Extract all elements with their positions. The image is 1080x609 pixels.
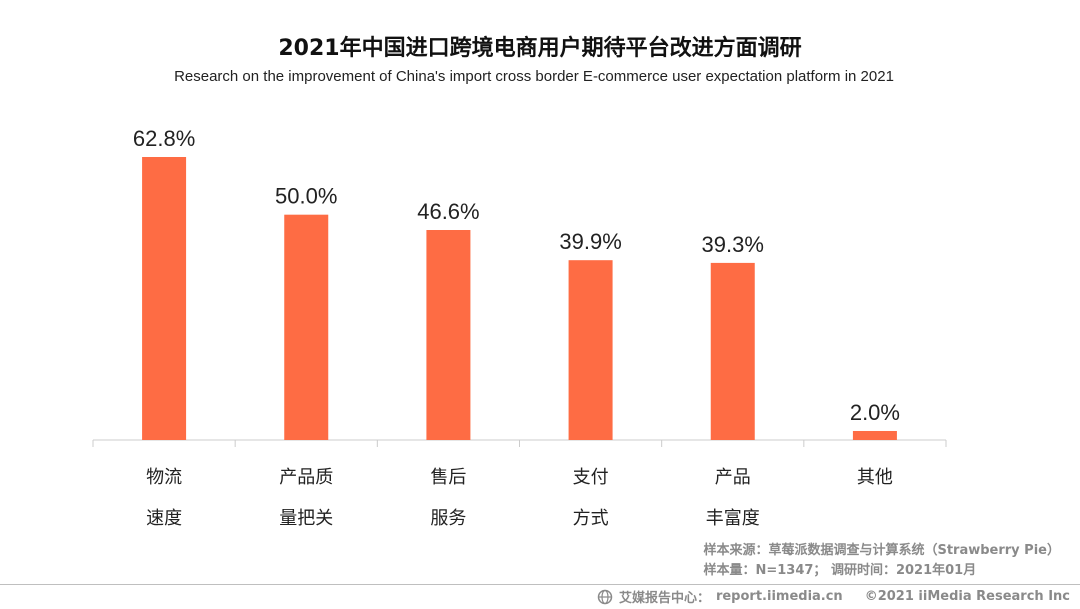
bar-value-label: 50.0% [275,184,337,209]
category-label: 物流 [146,467,182,488]
category-label: 其他 [857,467,893,488]
source-line-sample: 样本来源：草莓派数据调查与计算系统（Strawberry Pie） [703,543,1060,558]
category-label: 方式 [573,508,609,529]
bar [142,157,187,440]
bar-value-label: 62.8% [133,126,195,151]
category-label: 速度 [146,508,182,529]
category-label: 服务 [430,508,466,529]
footer-brand: 艾媒报告中心： [618,591,710,606]
footer: 艾媒报告中心： report.iimedia.cn ©2021 iiMedia … [597,587,1070,606]
category-label: 丰富度 [706,508,760,529]
footer-url[interactable]: report.iimedia.cn [715,589,843,604]
chart-subtitle: Research on the improvement of China's i… [174,68,894,85]
bar-value-label: 39.9% [559,229,621,254]
bar-value-label: 2.0% [850,400,900,425]
bar [710,262,755,440]
bar [284,214,329,440]
footer-divider [0,584,1080,585]
category-label: 量把关 [279,508,333,529]
category-label: 售后 [430,467,466,488]
source-line-size: 样本量：N=1347； 调研时间：2021年01月 [703,563,977,578]
category-label: 产品质 [279,467,333,488]
globe-icon [597,589,613,604]
category-label: 产品 [715,467,751,488]
bar [852,430,897,440]
chart-title: 2021年中国进口跨境电商用户期待平台改进方面调研 [278,36,802,61]
source-note: 样本来源：草莓派数据调查与计算系统（Strawberry Pie） 样本量：N=… [703,541,1060,581]
bar-value-label: 39.3% [702,232,764,257]
footer-copyright: ©2021 iiMedia Research Inc [864,589,1070,604]
bar [426,230,471,440]
bar [568,260,613,440]
bar-value-label: 46.6% [417,199,479,224]
category-label: 支付 [573,467,609,488]
